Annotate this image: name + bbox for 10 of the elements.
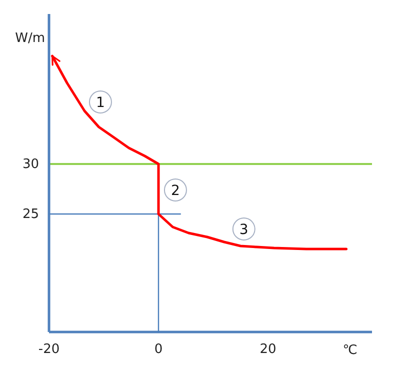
x-tick-label: -20	[38, 342, 60, 358]
y-tick-label: 30	[22, 157, 39, 172]
y-tick-label: 25	[22, 207, 39, 222]
annotation: 3	[239, 222, 248, 238]
x-axis-title: ℃	[342, 343, 358, 358]
annotation: 2	[171, 183, 180, 200]
annotation: 1	[96, 95, 105, 112]
x-tick-label: 20	[260, 342, 276, 358]
x-tick-label: 0	[154, 342, 163, 358]
y-axis-title: W/m	[15, 31, 45, 46]
